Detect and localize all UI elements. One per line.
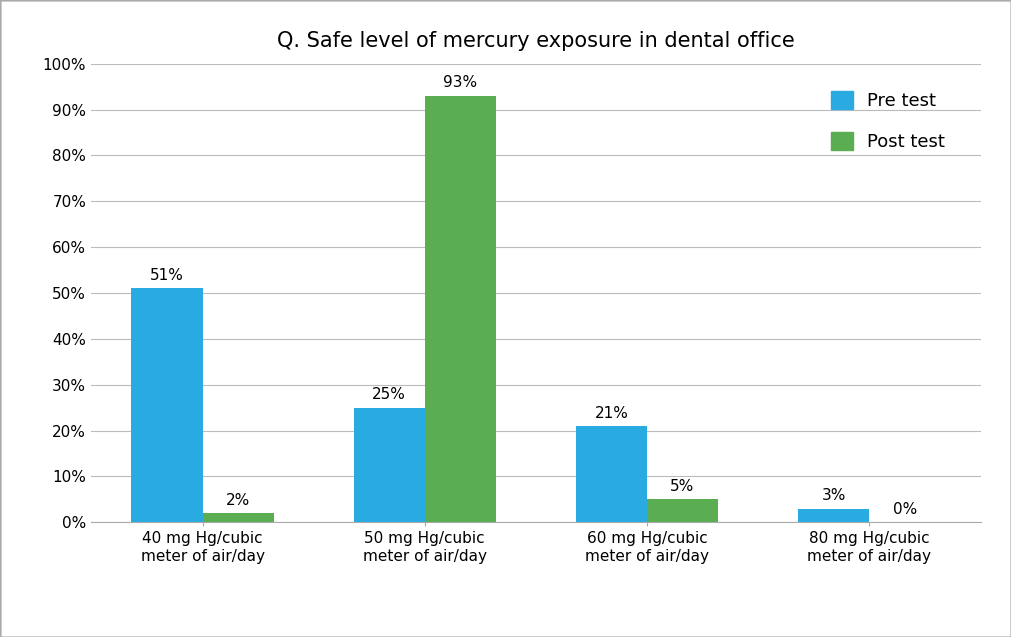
Bar [425, 96, 495, 522]
Text: 3%: 3% [821, 488, 846, 503]
Text: 2%: 2% [226, 492, 250, 508]
Bar [202, 513, 274, 522]
Legend: Pre test, Post test: Pre test, Post test [822, 82, 953, 161]
Bar [647, 499, 718, 522]
Text: 0%: 0% [893, 502, 917, 517]
Bar [131, 289, 202, 522]
Bar [576, 426, 647, 522]
Title: Q. Safe level of mercury exposure in dental office: Q. Safe level of mercury exposure in den… [277, 31, 795, 51]
Bar [354, 408, 425, 522]
Text: 5%: 5% [670, 479, 695, 494]
Text: 93%: 93% [443, 75, 477, 90]
Bar [798, 508, 869, 522]
Text: 21%: 21% [594, 406, 628, 420]
Text: 51%: 51% [150, 268, 184, 283]
Text: 25%: 25% [372, 387, 406, 402]
